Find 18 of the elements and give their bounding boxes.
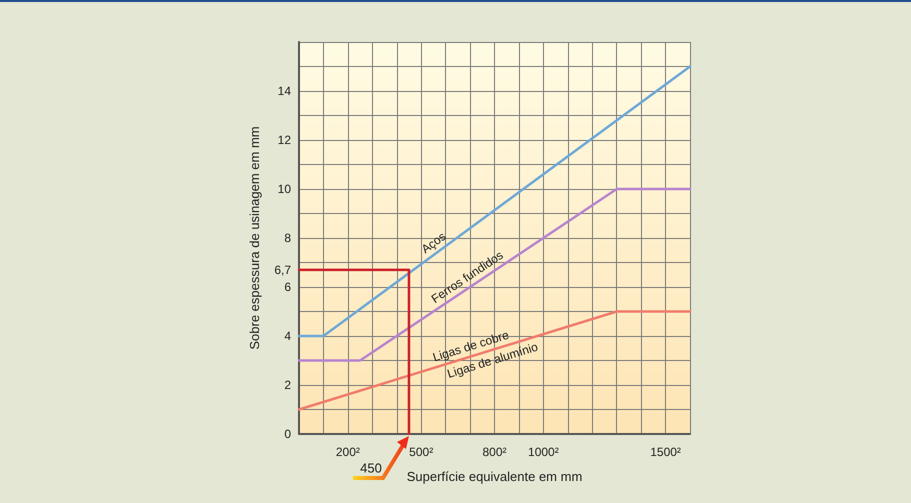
x-tick-label: 500² [409, 445, 434, 459]
x-tick-label: 1000² [528, 445, 559, 459]
annotation: Aços [418, 229, 448, 256]
y-tick-label: 12 [278, 133, 292, 147]
y-tick-label: 6,7 [274, 262, 292, 277]
y-tick-label: 8 [284, 231, 292, 245]
y-tick-label: 0 [284, 427, 292, 441]
y-tick-label: 14 [278, 84, 292, 98]
x-tick-label: 1500² [650, 445, 681, 459]
annotation: 450 [360, 460, 382, 476]
y-tick-label: 4 [284, 329, 292, 343]
x-axis-title: Superfície equivalente em mm [406, 469, 582, 484]
y-tick-label: 10 [278, 182, 292, 196]
x-tick-label: 200² [336, 445, 360, 459]
y-tick-label: 2 [284, 378, 292, 392]
y-tick-label: 6 [284, 280, 292, 294]
x-tick-label: 800² [482, 445, 507, 459]
y-axis-title: Sobre espessura de usinagem em mm [247, 126, 262, 350]
